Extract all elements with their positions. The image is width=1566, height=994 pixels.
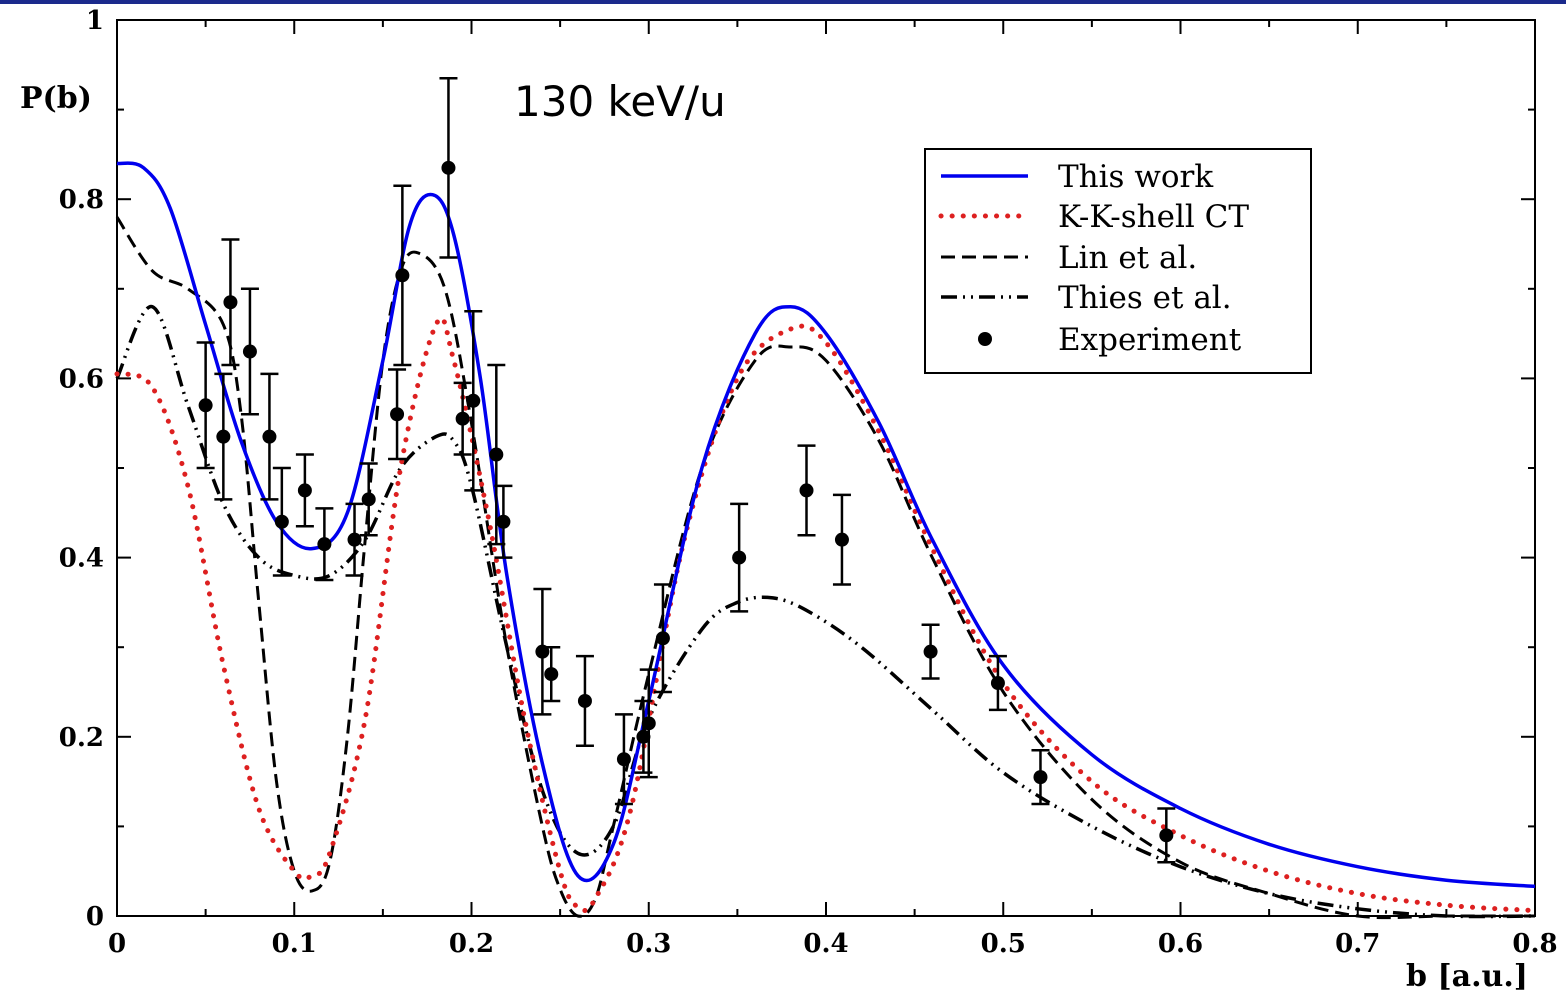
data-point (990, 676, 1005, 691)
x-tick-label: 0.3 (626, 929, 671, 959)
experiment-point (1157, 807, 1176, 864)
y-tick-label: 1 (86, 6, 104, 36)
y-tick-label: 0.6 (59, 364, 104, 394)
data-point (577, 693, 592, 708)
data-point (616, 752, 631, 767)
y-tick-label: 0.2 (59, 723, 104, 753)
data-point (361, 492, 376, 507)
experiment-point (494, 484, 513, 559)
data-point (317, 537, 332, 552)
experiment-point (240, 287, 259, 416)
x-tick-labels: 0 0.1 0.2 0.3 0.4 0.5 0.6 0.7 0.8 (108, 929, 1558, 959)
experiment-point (797, 444, 816, 537)
data-point (834, 532, 849, 547)
data-point (489, 447, 504, 462)
data-point (395, 268, 410, 283)
data-point (198, 398, 213, 413)
plot-frame (116, 19, 1536, 917)
data-point (1033, 770, 1048, 785)
data-point (636, 729, 651, 744)
data-point (1159, 828, 1174, 843)
series-line-lin-et-al- (115, 216, 1535, 920)
experiment-point (614, 713, 633, 806)
y-axis-title: P(b) (20, 81, 92, 116)
data-point (799, 483, 814, 498)
data-point (544, 667, 559, 682)
y-tick-label: 0.4 (59, 544, 104, 574)
x-tick-label: 0.1 (272, 929, 317, 959)
experiment-point (464, 309, 483, 492)
data-point (242, 344, 257, 359)
experiment-point (1031, 748, 1050, 806)
y-tick-label: 0.8 (59, 185, 104, 215)
series-line-thies-et-al- (115, 304, 1536, 919)
experiment-point (214, 372, 233, 501)
series-layer (114, 161, 1538, 920)
experiment-point (295, 453, 314, 528)
data-point (390, 407, 405, 422)
data-point (455, 411, 470, 426)
y-tick-label: 0 (86, 902, 104, 932)
series-line-this-work (116, 161, 1536, 889)
legend-label: K-K-shell CT (1058, 199, 1249, 235)
experiment-point (832, 493, 851, 586)
x-axis-title: b [a.u.] (1406, 959, 1528, 994)
experiment-point (921, 623, 940, 680)
experiment-point (639, 668, 658, 779)
experiment-point (453, 381, 472, 456)
experiment-point (575, 654, 594, 748)
experiment-point (730, 502, 749, 613)
experiment-points (196, 76, 1176, 864)
experiment-point (653, 583, 672, 694)
data-point (262, 429, 277, 444)
experiment-point (359, 462, 378, 537)
experiment-point (196, 341, 215, 470)
legend-label: Thies et al. (1058, 280, 1232, 316)
experiment-point (533, 587, 552, 716)
experiment-point (439, 76, 458, 259)
data-point (223, 295, 238, 310)
experiment-point (393, 184, 412, 367)
data-point (655, 631, 670, 646)
data-point (496, 514, 511, 529)
x-tick-label: 0.4 (803, 929, 848, 959)
experiment-point (272, 466, 291, 577)
legend-label: Lin et al. (1058, 240, 1197, 276)
x-tick-label: 0.8 (1512, 929, 1557, 959)
experiment-point (388, 368, 407, 461)
experiment-point (542, 645, 561, 703)
legend-label: Experiment (1058, 322, 1242, 358)
top-bar (0, 0, 1566, 4)
experiment-point (221, 238, 240, 367)
data-point (466, 393, 481, 408)
energy-annotation: 130 keV/u (514, 77, 726, 126)
data-point (216, 429, 231, 444)
data-point (732, 550, 747, 565)
x-tick-label: 0.5 (981, 929, 1026, 959)
data-point (347, 532, 362, 547)
data-point (297, 483, 312, 498)
x-tick-label: 0.2 (449, 929, 494, 959)
legend: This work K-K-shell CT Lin et al. Thies et … (924, 148, 1312, 374)
experiment-point (260, 372, 279, 501)
experiment-point (988, 654, 1007, 712)
data-point (441, 160, 456, 175)
legend-label: This work (1058, 159, 1213, 195)
ticks (116, 19, 1536, 917)
data-point (274, 514, 289, 529)
data-point (923, 644, 938, 659)
experiment-point (345, 502, 364, 577)
x-tick-label: 0 (108, 929, 126, 959)
experiment-point (315, 507, 334, 582)
x-tick-label: 0.7 (1335, 929, 1380, 959)
y-tick-labels: 0 0.2 0.4 0.6 0.8 1 (59, 6, 104, 932)
data-point (641, 716, 656, 731)
legend-swatch (978, 332, 992, 346)
series-line-k-k-shell-ct (114, 315, 1538, 914)
x-tick-label: 0.6 (1158, 929, 1203, 959)
